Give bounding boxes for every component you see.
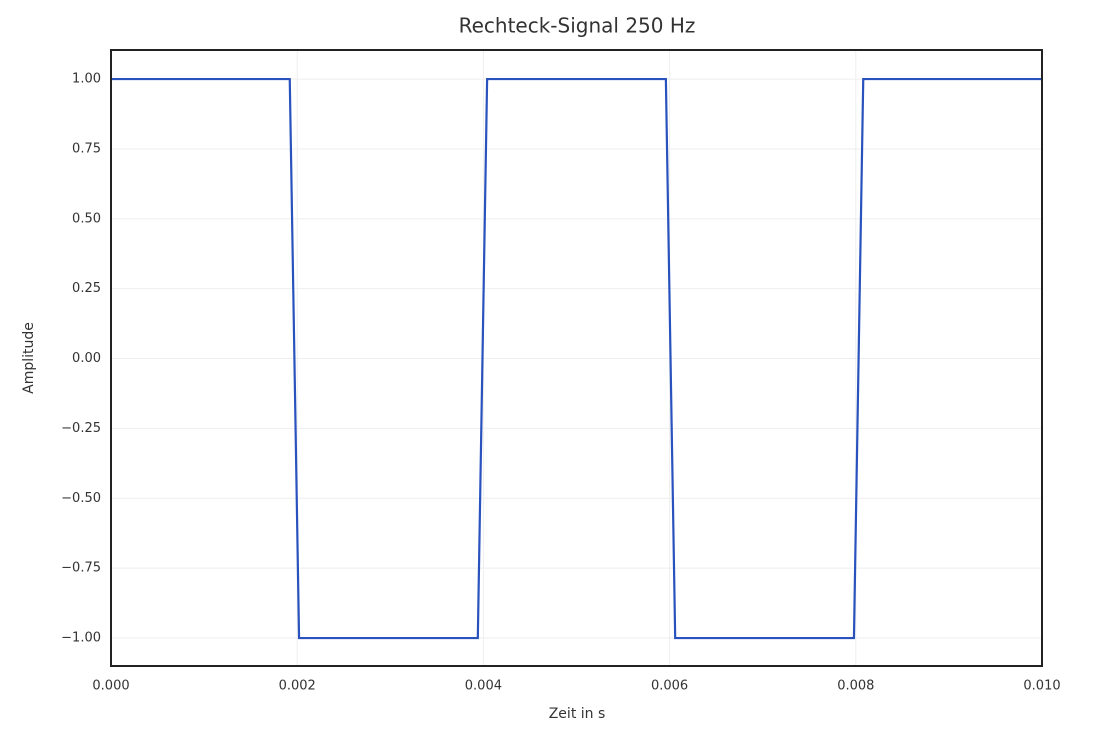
x-axis-label: Zeit in s bbox=[549, 706, 606, 722]
y-tick-label: 0.75 bbox=[72, 141, 101, 156]
y-tick-label: 0.00 bbox=[72, 351, 101, 366]
chart-title: Rechteck-Signal 250 Hz bbox=[459, 14, 696, 38]
plot-frame bbox=[110, 49, 1043, 667]
x-tick-label: 0.002 bbox=[279, 679, 316, 694]
y-tick-label: 0.25 bbox=[72, 281, 101, 296]
y-tick-label: 1.00 bbox=[72, 72, 101, 87]
y-tick-label: 0.50 bbox=[72, 211, 101, 226]
x-tick-label: 0.000 bbox=[92, 679, 129, 694]
x-tick-label: 0.004 bbox=[465, 679, 502, 694]
signal-line bbox=[111, 77, 1042, 640]
y-tick-label: −0.25 bbox=[61, 421, 101, 436]
y-tick-label: −0.50 bbox=[61, 491, 101, 506]
y-tick-label: −0.75 bbox=[61, 561, 101, 576]
x-tick-label: 0.006 bbox=[651, 679, 688, 694]
y-tick-label: −1.00 bbox=[61, 631, 101, 646]
x-tick-label: 0.008 bbox=[837, 679, 874, 694]
x-tick-label: 0.010 bbox=[1023, 679, 1060, 694]
y-axis-label: Amplitude bbox=[21, 322, 37, 394]
